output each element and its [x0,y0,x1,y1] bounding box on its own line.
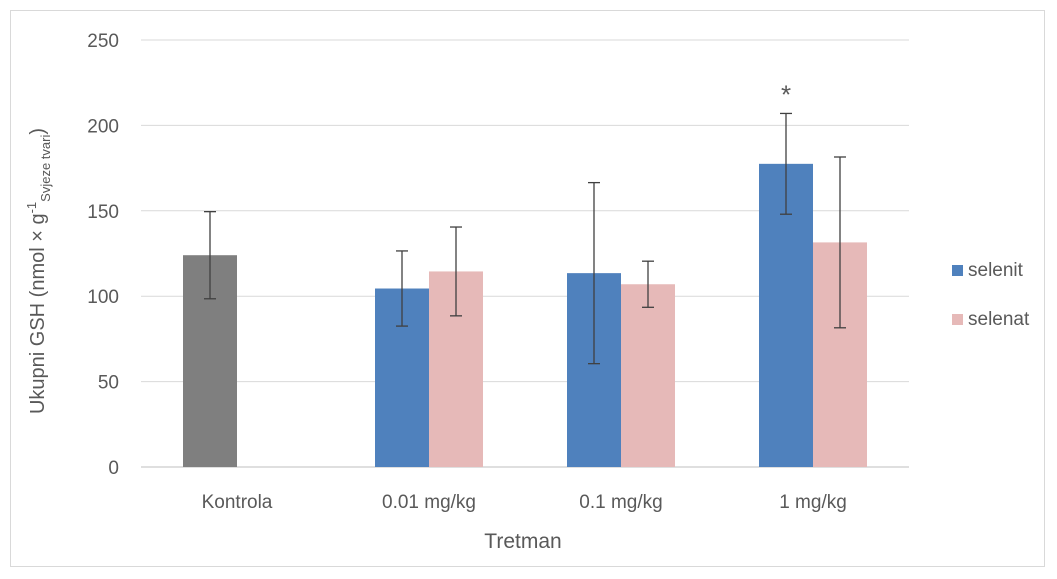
x-tick-label: 1 mg/kg [779,492,847,513]
y-tick-label: 150 [87,202,119,223]
bar-selenat [621,284,675,467]
error-bars [204,112,846,365]
y-tick-label: 200 [87,116,119,137]
legend-label-selenat: selenat [968,309,1030,330]
y-tick-label: 0 [108,458,119,479]
y-axis-title-subscript: Svjeze tvari [38,135,53,202]
x-tick-label: 0.01 mg/kg [382,492,476,513]
legend-swatch-selenit [952,265,963,276]
legend-label-selenit: selenit [968,260,1024,281]
y-axis-title-close: ) [27,128,49,135]
y-axis-title: Ukupni GSH (nmol × g-1Svjeze tvari) [24,128,53,414]
y-axis-title-superscript: -1 [24,202,39,214]
annotations: * [781,79,791,109]
y-tick-label: 250 [87,31,119,52]
legend: selenit selenat [952,260,1030,330]
chart-frame: 0 50 100 150 200 250 Kontrola 0.01 mg/kg 0.1 mg/… [10,10,1045,567]
x-axis-title: Tretman [484,530,561,553]
y-axis-title-main: Ukupni GSH (nmol × g [27,213,49,414]
axis-ticks: 0 50 100 150 200 250 Kontrola 0.01 mg/kg 0.1 mg/… [87,31,847,513]
x-tick-label: Kontrola [202,492,273,513]
significance-marker: * [781,79,791,109]
y-tick-label: 100 [87,287,119,308]
bar-chart: 0 50 100 150 200 250 Kontrola 0.01 mg/kg 0.1 mg/… [24,31,1030,553]
x-tick-label: 0.1 mg/kg [579,492,662,513]
legend-swatch-selenat [952,314,963,325]
y-tick-label: 50 [98,373,119,394]
bars [183,163,867,467]
